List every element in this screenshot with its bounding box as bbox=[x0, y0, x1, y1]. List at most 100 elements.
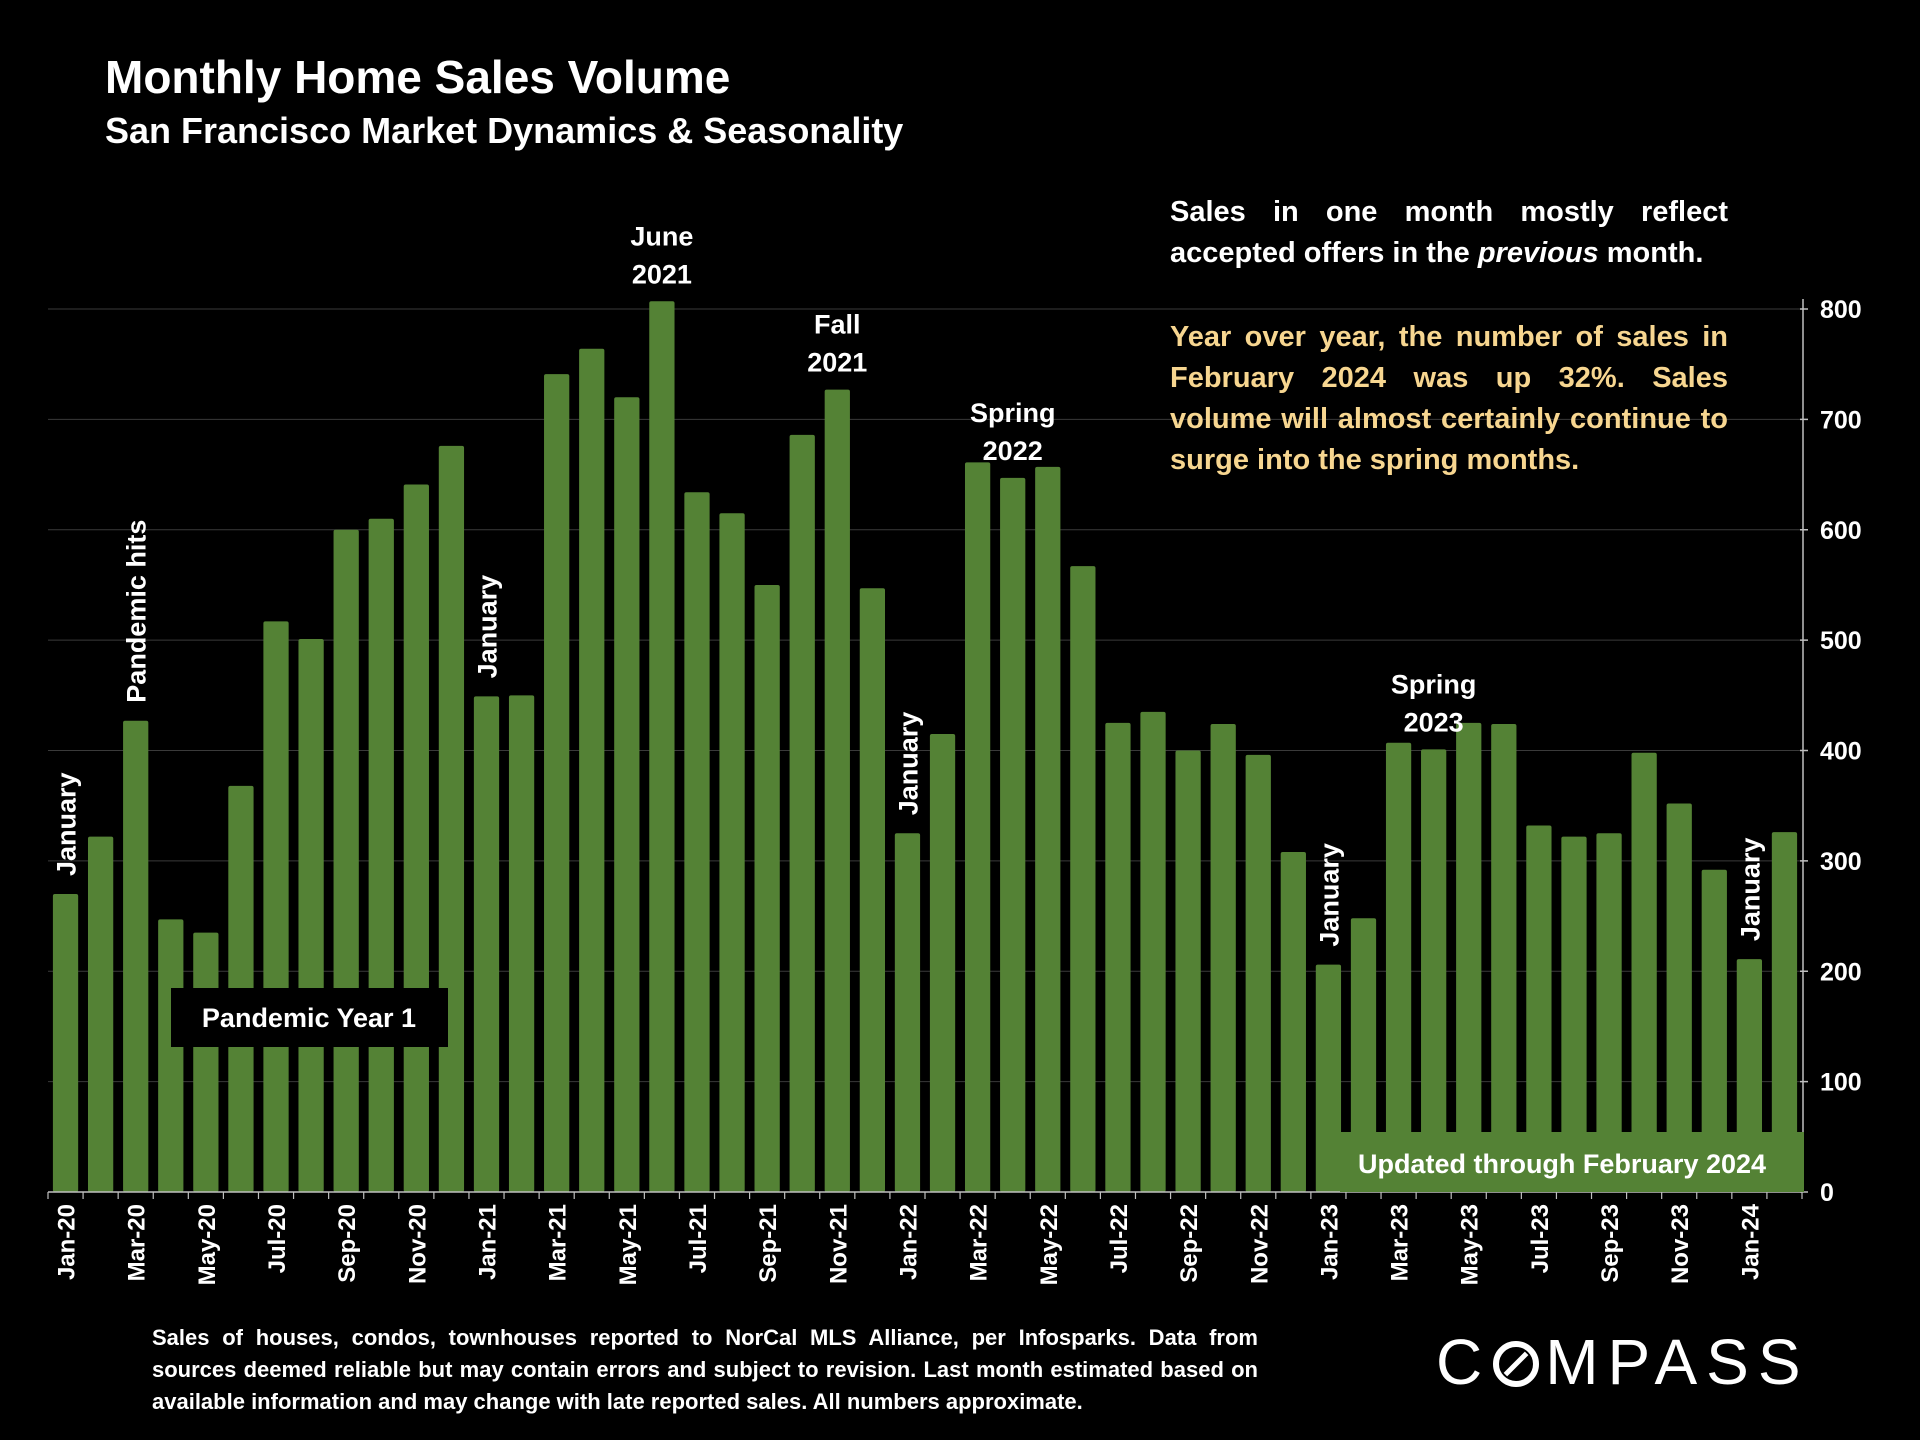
bar-Apr-22 bbox=[1000, 477, 1026, 1192]
x-tick-label: May-21 bbox=[615, 1204, 642, 1285]
bar-Aug-22 bbox=[1140, 711, 1166, 1192]
logo-text-pre: C bbox=[1436, 1326, 1492, 1398]
x-tick-label: Sep-21 bbox=[755, 1204, 782, 1283]
bar-Nov-20 bbox=[403, 484, 429, 1193]
bar-Nov-23 bbox=[1666, 803, 1692, 1192]
bar-Oct-21 bbox=[789, 434, 815, 1192]
x-tick-label: Jan-21 bbox=[475, 1204, 502, 1280]
x-tick-label: May-23 bbox=[1457, 1204, 1484, 1285]
bar-Oct-23 bbox=[1631, 752, 1657, 1192]
bar-May-22 bbox=[1035, 466, 1061, 1192]
annotation-label: January bbox=[893, 712, 923, 816]
x-tick-label: Sep-23 bbox=[1597, 1204, 1624, 1283]
bar-Sep-22 bbox=[1175, 750, 1201, 1192]
bar-Feb-23 bbox=[1350, 918, 1377, 1192]
compass-o-icon bbox=[1493, 1341, 1540, 1387]
bar-Sep-20 bbox=[333, 529, 359, 1192]
annotation-label: Fall 2021 bbox=[807, 310, 867, 378]
bar-Jan-21 bbox=[473, 696, 500, 1192]
bar-Jan-22 bbox=[894, 833, 921, 1192]
bar-Feb-20 bbox=[87, 836, 114, 1192]
x-tick-label: Nov-20 bbox=[404, 1204, 431, 1284]
x-tick-label: Jan-20 bbox=[54, 1204, 81, 1280]
x-tick-label: Jan-22 bbox=[895, 1204, 922, 1280]
x-tick-label: Sep-20 bbox=[334, 1204, 361, 1283]
x-tick-label: May-20 bbox=[194, 1204, 221, 1285]
bar-Sep-23 bbox=[1596, 833, 1622, 1192]
annotation-label: January bbox=[52, 772, 82, 876]
bar-May-23 bbox=[1456, 722, 1482, 1192]
x-tick-label: Jan-23 bbox=[1316, 1204, 1343, 1280]
bar-Jun-21 bbox=[649, 301, 675, 1192]
annotation-label: January bbox=[1735, 838, 1765, 942]
y-tick-label: 0 bbox=[1820, 1179, 1834, 1207]
x-tick-label: Nov-21 bbox=[825, 1204, 852, 1284]
note-offers-post: month. bbox=[1598, 237, 1704, 269]
bar-Jun-22 bbox=[1070, 566, 1096, 1192]
bar-May-20 bbox=[193, 932, 219, 1192]
y-tick-label: 400 bbox=[1820, 738, 1862, 766]
bar-Dec-21 bbox=[859, 588, 886, 1192]
pandemic-year-label: Pandemic Year 1 bbox=[202, 1003, 416, 1033]
bar-Jan-20 bbox=[52, 893, 79, 1192]
bar-Aug-20 bbox=[298, 639, 324, 1192]
annotation-label: Pandemic hits bbox=[122, 520, 152, 703]
bar-Nov-22 bbox=[1245, 754, 1271, 1192]
bar-Feb-21 bbox=[508, 695, 535, 1192]
bar-Jun-23 bbox=[1491, 724, 1517, 1192]
chart-subtitle: San Francisco Market Dynamics & Seasonal… bbox=[105, 110, 904, 151]
y-tick-label: 700 bbox=[1820, 406, 1862, 434]
bar-Oct-22 bbox=[1210, 724, 1236, 1192]
bar-Aug-21 bbox=[719, 513, 745, 1192]
bar-Feb-24 bbox=[1771, 832, 1798, 1192]
x-tick-label: Nov-23 bbox=[1667, 1204, 1694, 1284]
pandemic-year-box bbox=[171, 988, 448, 1047]
y-tick-label: 800 bbox=[1820, 296, 1862, 324]
bar-Sep-21 bbox=[754, 584, 780, 1192]
bar-Apr-23 bbox=[1421, 749, 1447, 1192]
annotation-label: January bbox=[1314, 843, 1344, 947]
bar-Mar-21 bbox=[544, 374, 570, 1193]
note-offers-em: previous bbox=[1477, 237, 1599, 269]
note-offers: Sales in one month mostly reflect accept… bbox=[1170, 192, 1728, 274]
chart-title: Monthly Home Sales Volume bbox=[105, 51, 731, 103]
x-tick-label: Sep-22 bbox=[1176, 1204, 1203, 1283]
y-tick-label: 600 bbox=[1820, 517, 1862, 545]
x-tick-label: Mar-22 bbox=[966, 1204, 993, 1281]
y-tick-label: 200 bbox=[1820, 958, 1862, 986]
bar-Jul-20 bbox=[263, 621, 289, 1192]
y-tick-label: 300 bbox=[1820, 848, 1862, 876]
bar-Jan-23 bbox=[1315, 964, 1342, 1192]
bar-Jul-23 bbox=[1526, 825, 1552, 1192]
y-tick-label: 100 bbox=[1820, 1069, 1862, 1097]
bar-Apr-21 bbox=[579, 348, 605, 1192]
bar-Dec-23 bbox=[1701, 869, 1727, 1192]
bar-Jul-21 bbox=[684, 492, 710, 1192]
y-tick-label: 500 bbox=[1820, 627, 1862, 655]
x-tick-label: May-22 bbox=[1036, 1204, 1063, 1285]
annotation-label: Spring 2023 bbox=[1391, 669, 1477, 737]
bar-Mar-20 bbox=[123, 720, 149, 1192]
compass-logo: C MPASS bbox=[1436, 1325, 1810, 1399]
bar-Dec-22 bbox=[1280, 852, 1306, 1192]
bar-Feb-22 bbox=[929, 733, 956, 1192]
x-tick-label: Mar-20 bbox=[124, 1204, 151, 1281]
x-tick-label: Jul-23 bbox=[1527, 1204, 1554, 1273]
note-yoy: Year over year, the number of sales in F… bbox=[1170, 321, 1728, 476]
bar-Nov-21 bbox=[824, 389, 850, 1193]
logo-text-post: MPASS bbox=[1545, 1326, 1810, 1398]
bar-Oct-20 bbox=[368, 518, 394, 1192]
x-tick-label: Jul-20 bbox=[264, 1204, 291, 1273]
x-tick-label: Nov-22 bbox=[1246, 1204, 1273, 1284]
x-tick-label: Mar-21 bbox=[545, 1204, 572, 1281]
source-footnote: Sales of houses, condos, townhouses repo… bbox=[152, 1325, 1258, 1414]
annotation-label: January bbox=[473, 575, 503, 679]
bar-Aug-23 bbox=[1561, 836, 1587, 1192]
x-tick-label: Jul-21 bbox=[685, 1204, 712, 1273]
x-tick-label: Jan-24 bbox=[1737, 1203, 1764, 1280]
bar-Mar-23 bbox=[1385, 742, 1412, 1192]
annotation-label: June 2021 bbox=[630, 221, 693, 289]
bar-May-21 bbox=[614, 397, 640, 1192]
annotation-label: Spring 2022 bbox=[970, 398, 1056, 466]
